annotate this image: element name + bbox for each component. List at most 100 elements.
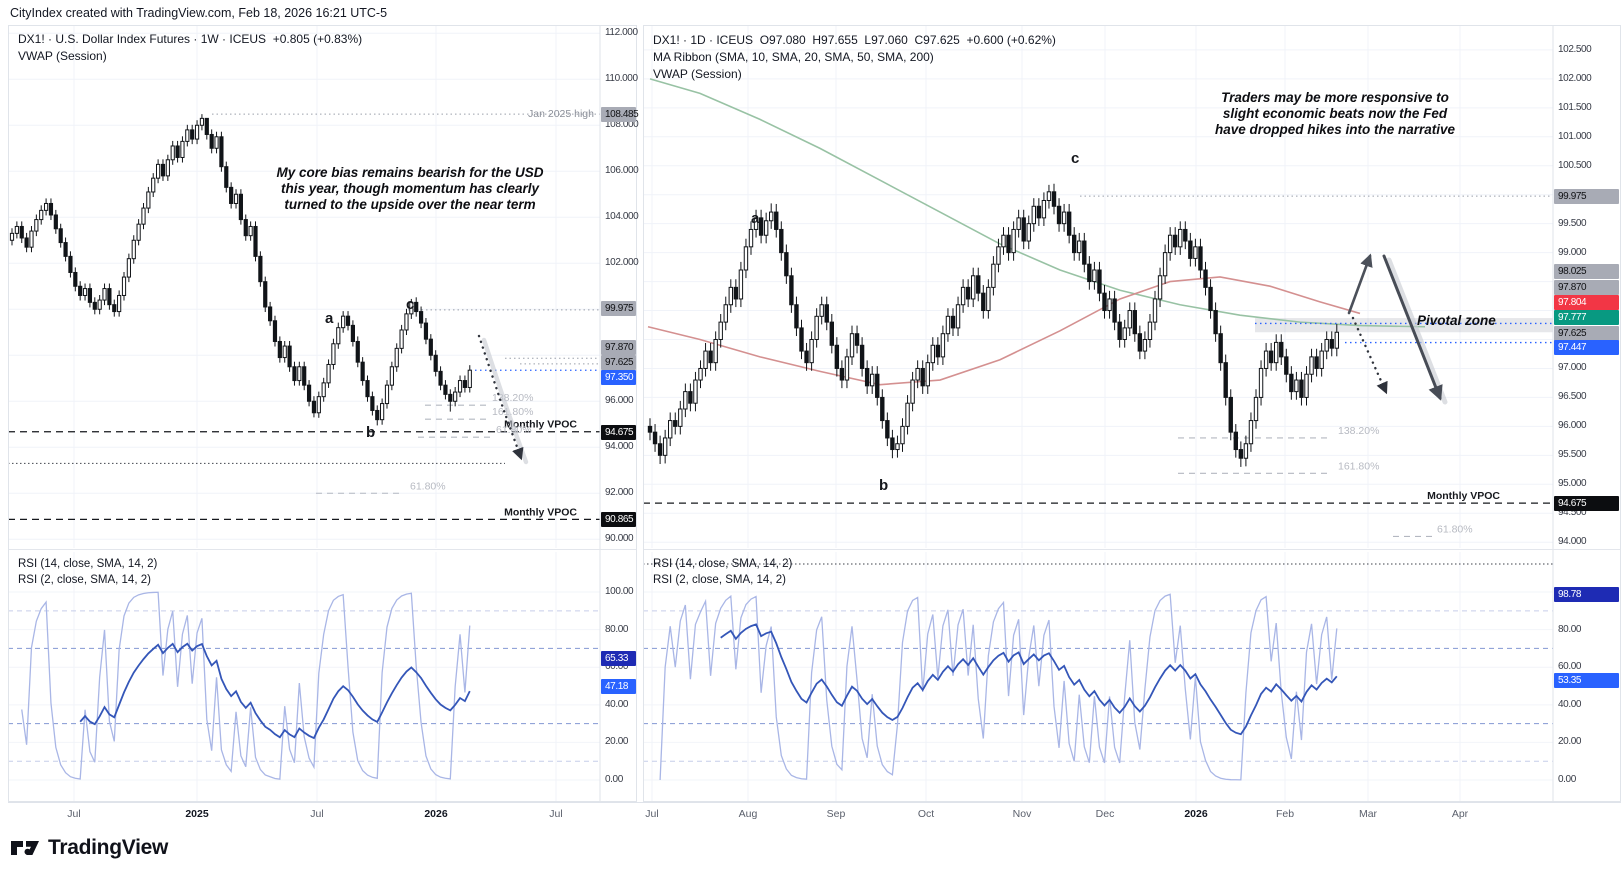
- level-label: Monthly VPOC: [1427, 490, 1500, 502]
- rsi-14-line: [720, 623, 1338, 736]
- level-label: 161.80%: [492, 406, 533, 418]
- rsi-tick: 80.00: [605, 623, 629, 635]
- trend-arrow[interactable]: [1347, 253, 1373, 315]
- trend-arrow[interactable]: [477, 334, 524, 461]
- time-tick: Apr: [1451, 808, 1469, 820]
- price-badge: 97.350: [601, 370, 636, 385]
- trend-arrow[interactable]: [1351, 316, 1388, 395]
- candlestick-series: [647, 183, 1339, 467]
- weekly-chart-legend: DX1! · U.S. Dollar Index Futures · 1W · …: [18, 31, 362, 65]
- price-tick: 99.500: [1558, 217, 1587, 229]
- wave-label-a[interactable]: a: [751, 210, 760, 227]
- price-badge: 97.870: [1554, 280, 1619, 295]
- price-tick: 96.000: [1558, 420, 1587, 432]
- price-tick: 112.000: [605, 27, 638, 39]
- daily-rsi-legend: RSI (14, close, SMA, 14, 2) RSI (2, clos…: [653, 556, 792, 588]
- candlestick-series: [9, 114, 472, 426]
- wave-label-a[interactable]: a: [325, 310, 334, 327]
- price-tick: 100.500: [1558, 159, 1592, 171]
- daily-ma-ribbon-indicator-label[interactable]: MA Ribbon (SMA, 10, SMA, 20, SMA, 50, SM…: [653, 50, 934, 64]
- time-tick: Dec: [1095, 808, 1115, 820]
- time-tick: Oct: [917, 808, 935, 820]
- time-tick: Jul: [645, 808, 659, 820]
- price-tick: 106.000: [605, 165, 639, 177]
- time-tick: Aug: [738, 808, 758, 820]
- price-badge: 98.025: [1554, 264, 1619, 279]
- level-label: 61.80%: [1437, 523, 1473, 535]
- price-tick: 94.500: [1558, 507, 1587, 519]
- time-tick: Mar: [1358, 808, 1378, 820]
- rsi-tick: 20.00: [605, 736, 629, 748]
- time-tick: Jul: [310, 808, 324, 820]
- time-tick: 2025: [185, 808, 209, 820]
- trend-arrow[interactable]: [1382, 254, 1443, 401]
- price-tick: 97.000: [1558, 362, 1587, 374]
- rsi-tick: 20.00: [1558, 736, 1582, 748]
- time-tick: Feb: [1275, 808, 1295, 820]
- grid: [643, 25, 1553, 802]
- level-label: 138.20%: [1338, 425, 1379, 437]
- daily-price-scale[interactable]: 102.500 102.000 101.500 101.000 100.500 99.50…: [1554, 25, 1620, 826]
- time-tick: Jul: [549, 808, 563, 820]
- rsi-tick: 80.00: [1558, 623, 1582, 635]
- daily-vwap-indicator-label[interactable]: VWAP (Session): [653, 67, 742, 81]
- tradingview-logo[interactable]: TradingView: [10, 836, 168, 860]
- wave-label-b[interactable]: b: [879, 477, 888, 494]
- rsi-tick: 40.00: [605, 698, 629, 710]
- price-badge: 94.675: [1554, 496, 1619, 511]
- rsi-14-line: [79, 642, 471, 740]
- time-tick: 2026: [424, 808, 448, 820]
- price-tick: 102.000: [605, 257, 639, 269]
- price-badge: 97.625: [601, 355, 636, 370]
- time-tick: Sep: [826, 808, 846, 820]
- rsi-tick: 0.00: [605, 774, 623, 785]
- level-label: 61.80%: [410, 480, 446, 492]
- rsi-2-label[interactable]: RSI (2, close, SMA, 14, 2): [653, 574, 786, 586]
- wave-label-b[interactable]: b: [366, 424, 375, 441]
- tradingview-logo-icon: [11, 841, 39, 855]
- daily-chart-canvas[interactable]: Monthly VPOC 138.20% 161.80% 61.80% Pivotal …: [643, 25, 1621, 802]
- price-badge: 98.78: [1554, 587, 1619, 602]
- price-badge: 97.777: [1554, 310, 1619, 325]
- price-tick: 110.000: [605, 73, 638, 85]
- grid: [8, 25, 600, 802]
- rsi-14-label[interactable]: RSI (14, close, SMA, 14, 2): [18, 558, 158, 570]
- daily-symbol-title[interactable]: DX1! · 1D · ICEUS O97.080 H97.655 L97.06…: [653, 33, 1056, 47]
- price-tick: 94.000: [605, 441, 634, 453]
- time-tick: Jul: [67, 808, 81, 820]
- sma-200-line: [649, 78, 1426, 328]
- time-tick: Nov: [1012, 808, 1032, 820]
- daily-fed-annotation[interactable]: Traders may be more responsive to slight…: [1214, 90, 1456, 138]
- price-badge: 99.975: [1554, 189, 1619, 204]
- daily-chart-legend: DX1! · 1D · ICEUS O97.080 H97.655 L97.06…: [653, 32, 1056, 83]
- level-label: Monthly VPOC: [504, 419, 577, 431]
- footer: TradingView: [0, 827, 1621, 890]
- time-axis[interactable]: Jul 2025 Jul 2026 Jul Jul Aug Sep Oct Nov Dec 2026 F…: [8, 802, 1621, 828]
- price-badge: 94.675: [601, 425, 636, 440]
- price-tick: 101.500: [1558, 101, 1592, 113]
- weekly-symbol-title[interactable]: DX1! · U.S. Dollar Index Futures · 1W · …: [18, 32, 363, 46]
- time-tick: 2026: [1184, 808, 1208, 820]
- level-label: Monthly VPOC: [504, 506, 577, 518]
- price-tick: 92.000: [605, 487, 634, 499]
- rsi-tick: 60.00: [605, 661, 629, 673]
- price-badge: 97.804: [1554, 295, 1619, 310]
- weekly-price-scale[interactable]: 112.000 110.000 108.000 106.000 104.000 102.0…: [601, 25, 639, 826]
- price-badge: 97.447: [1554, 340, 1619, 355]
- jan-2025-high-label: Jan 2025 high: [528, 108, 594, 120]
- tradingview-logo-text: TradingView: [48, 836, 169, 859]
- rsi-2-line: [21, 591, 471, 780]
- wave-label-c[interactable]: c: [406, 296, 414, 313]
- pivotal-zone-band[interactable]: [1255, 318, 1553, 333]
- rsi-2-label[interactable]: RSI (2, close, SMA, 14, 2): [18, 574, 151, 586]
- weekly-vwap-indicator-label[interactable]: VWAP (Session): [18, 49, 107, 63]
- credit-line: CityIndex created with TradingView.com, …: [10, 6, 388, 20]
- sma-50-line: [647, 276, 1361, 386]
- price-badge: 65.33: [601, 651, 636, 666]
- price-badge: 99.975: [601, 301, 636, 316]
- weekly-bias-annotation[interactable]: My core bias remains bearish for the USD…: [276, 165, 544, 213]
- wave-label-c[interactable]: c: [1071, 150, 1079, 167]
- price-tick: 96.500: [1558, 391, 1587, 403]
- rsi-14-label[interactable]: RSI (14, close, SMA, 14, 2): [653, 558, 793, 570]
